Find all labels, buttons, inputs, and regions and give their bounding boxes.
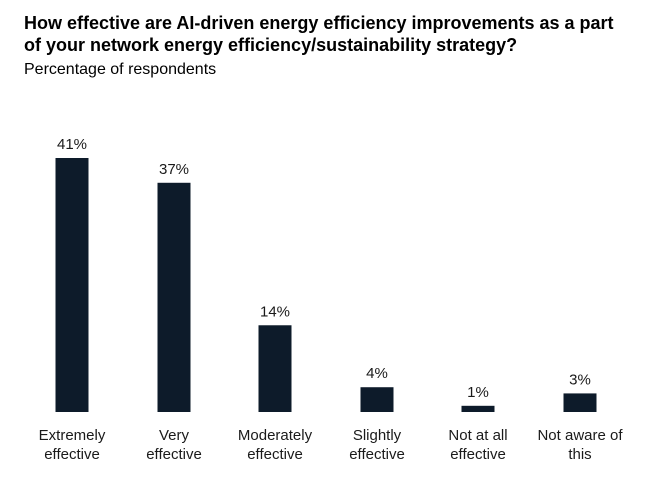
chart-subtitle: Percentage of respondents	[24, 61, 217, 78]
data-label-3: 4%	[366, 365, 388, 382]
bars-group	[55, 158, 597, 412]
category-label-1: Very effective	[146, 427, 202, 463]
data-label-2: 14%	[260, 303, 290, 320]
bar-3	[360, 387, 394, 412]
bar-2	[258, 325, 292, 412]
category-label-4: Not at all effective	[448, 427, 507, 463]
category-label-2: Moderately effective	[238, 427, 313, 463]
data-label-1: 37%	[159, 161, 189, 178]
data-label-5: 3%	[569, 371, 591, 388]
data-labels-group: 41% 37% 14% 4% 1% 3%	[57, 136, 591, 401]
category-label-5: Not aware of this	[537, 427, 623, 463]
data-label-4: 1%	[467, 384, 489, 401]
bar-1	[157, 182, 191, 412]
bar-0	[55, 158, 89, 412]
data-label-0: 41%	[57, 136, 87, 153]
bar-5	[563, 393, 597, 412]
bar-4	[461, 405, 495, 412]
category-labels-group: Extremely effective Very effective Moderatel…	[39, 427, 624, 463]
chart-title: How effective are AI-driven energy effic…	[24, 13, 614, 55]
category-label-0: Extremely effective	[39, 427, 106, 463]
category-label-3: Slightly effective	[349, 427, 405, 463]
